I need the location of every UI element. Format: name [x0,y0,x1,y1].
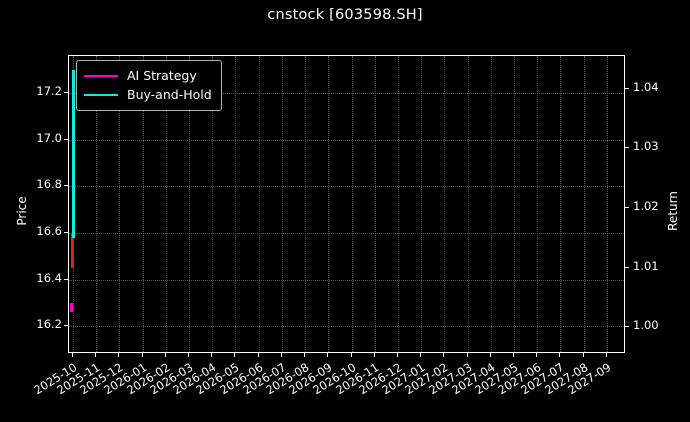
gridline-vertical [351,56,353,352]
x-axis-tick [605,353,607,357]
legend-color-swatch [84,74,118,77]
gridline-horizontal [69,279,624,281]
y-axis-tick-right [625,147,629,149]
plot-area [68,55,625,353]
x-axis-tick [211,353,213,357]
y-axis-tick-left [64,185,68,187]
x-axis-tick [489,353,491,357]
x-axis-tick [559,353,561,357]
gridline-vertical [96,56,98,352]
y-axis-tick-label-left: 16.2 [36,317,62,332]
y-axis-tick-right [625,266,629,268]
gridline-vertical [189,56,191,352]
gridline-horizontal [69,232,624,234]
gridline-vertical [513,56,515,352]
gridline-vertical [119,56,121,352]
y-axis-label-left: Price [15,196,29,226]
x-axis-tick [257,353,259,357]
x-axis-tick [280,353,282,357]
gridline-horizontal [69,139,624,141]
y-axis-tick-right [625,206,629,208]
y-axis-tick-left [64,325,68,327]
y-axis-label-right: Return [666,191,680,231]
gridline-vertical [606,56,608,352]
y-axis-tick-label-left: 16.4 [36,270,62,285]
gridline-vertical [328,56,330,352]
y-axis-tick-label-left: 16.6 [36,223,62,238]
y-axis-tick-label-left: 17.2 [36,84,62,99]
x-axis-tick [234,353,236,357]
legend-item[interactable]: AI Strategy [84,66,212,85]
gridline-vertical [444,56,446,352]
gridline-vertical [281,56,283,352]
y-axis-tick-right [625,326,629,328]
gridline-vertical [235,56,237,352]
x-axis-tick [327,353,329,357]
y-axis-tick-label-left: 16.8 [36,177,62,192]
y-axis-tick-label-left: 17.0 [36,130,62,145]
x-axis-tick [536,353,538,357]
gridline-vertical [165,56,167,352]
legend-item-label: Buy-and-Hold [127,87,212,102]
x-axis-tick [443,353,445,357]
gridline-vertical [305,56,307,352]
gridline-vertical [142,56,144,352]
x-axis-tick [164,353,166,357]
legend-item-label: AI Strategy [127,68,197,83]
gridline-horizontal [69,186,624,188]
x-axis-tick [466,353,468,357]
y-axis-tick-label-right: 1.03 [633,139,659,154]
series-line-ai-strategy [70,302,73,313]
gridline-horizontal [69,93,624,95]
y-axis-tick-left [64,138,68,140]
series-line-price-segment [70,232,74,268]
x-axis-tick [420,353,422,357]
gridline-vertical [374,56,376,352]
x-axis-tick [582,353,584,357]
x-axis-tick [95,353,97,357]
series-line-buy-and-hold [71,69,75,238]
y-axis-tick-label-right: 1.00 [633,318,659,333]
x-axis-tick [188,353,190,357]
gridline-horizontal [69,326,624,328]
legend-color-swatch [84,93,118,96]
x-axis-tick [141,353,143,357]
y-axis-tick-left [64,278,68,280]
y-axis-tick-label-right: 1.04 [633,79,659,94]
y-axis-tick-right [625,87,629,89]
gridline-vertical [258,56,260,352]
gridline-vertical [212,56,214,352]
y-axis-tick-left [64,231,68,233]
y-axis-tick-label-right: 1.02 [633,198,659,213]
y-axis-tick-left [64,92,68,94]
x-axis-tick [118,353,120,357]
legend-item[interactable]: Buy-and-Hold [84,85,212,104]
gridline-vertical [583,56,585,352]
chart-legend: AI Strategy Buy-and-Hold [76,60,222,111]
x-axis-tick [304,353,306,357]
y-axis-tick-label-right: 1.01 [633,258,659,273]
page-title: cnstock [603598.SH] [267,7,423,23]
gridline-vertical [490,56,492,352]
gridline-vertical [537,56,539,352]
x-axis-tick [512,353,514,357]
x-axis-tick [373,353,375,357]
x-axis-tick [396,353,398,357]
gridline-vertical [397,56,399,352]
x-axis-tick [350,353,352,357]
x-axis-tick [72,353,73,357]
gridline-vertical [560,56,562,352]
gridline-vertical [421,56,423,352]
gridline-vertical [467,56,469,352]
